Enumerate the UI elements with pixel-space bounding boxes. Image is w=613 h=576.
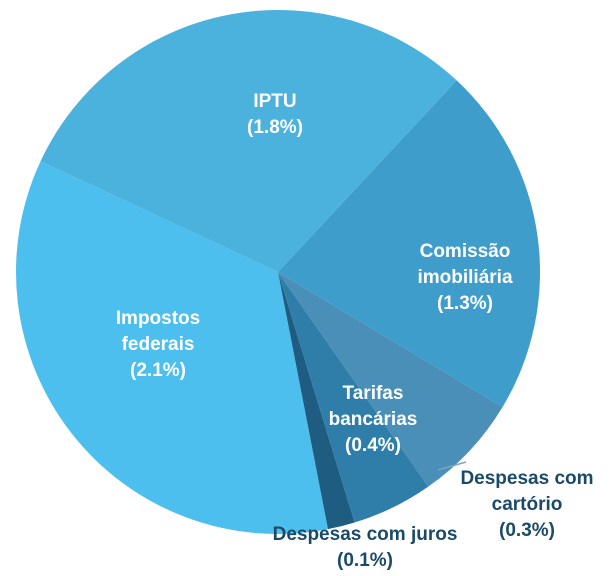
pie-slice [15,161,328,534]
value-label: (0.4%) [345,435,401,456]
slice-label: Comissão imobiliária (1.3%) [400,239,530,317]
pie-slice [40,10,457,272]
pie-slice [278,272,429,523]
value-label: (0.1%) [337,550,393,571]
slice-label: Tarifas bancárias (0.4%) [318,381,428,459]
value-label: (1.3%) [437,293,493,314]
slice-label: IPTU (1.8%) [210,89,340,141]
category-label: Comissão imobiliária [417,241,513,288]
category-label: IPTU [253,91,297,112]
leader-line [437,461,467,471]
pie-slice [278,80,540,407]
value-label: (0.3%) [499,520,555,541]
slice-label: Despesas com juros (0.1%) [250,522,480,574]
slice-label: Despesas com cartório (0.3%) [442,466,612,544]
category-label: Despesas com cartório [460,468,594,515]
category-label: Impostos federais [115,308,201,355]
value-label: (2.1%) [130,360,186,381]
category-label: Despesas com juros [272,524,458,545]
pie-slice [278,272,503,487]
pie-slice [278,272,355,530]
value-label: (1.8%) [247,117,303,138]
category-label: Tarifas bancárias [328,383,418,430]
slice-label: Impostos federais (2.1%) [93,306,223,384]
